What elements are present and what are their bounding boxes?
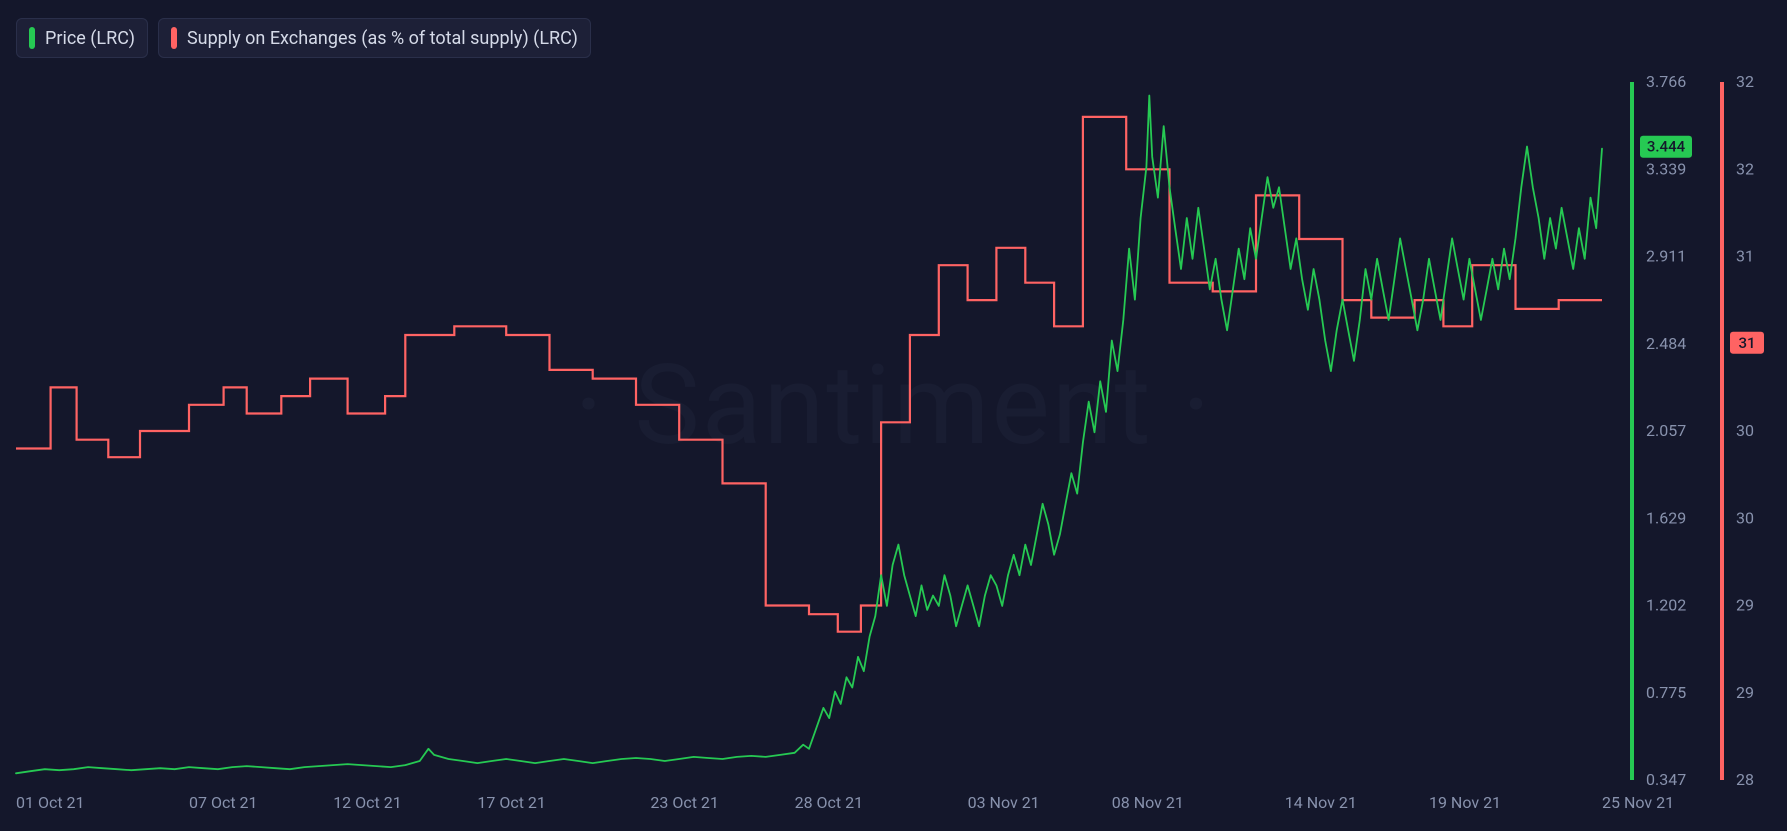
- x-tick-label: 23 Oct 21: [650, 793, 719, 812]
- chart-svg[interactable]: 3.766 3.339 2.911 2.484 2.057 1.629 1.202 0.775…: [0, 0, 1787, 831]
- y-right-tick-label: 30: [1736, 421, 1754, 440]
- y-right-tick-label: 28: [1736, 770, 1754, 789]
- legend-label-supply: Supply on Exchanges (as % of total suppl…: [187, 28, 578, 49]
- x-tick-label: 25 Nov 21: [1602, 793, 1674, 812]
- x-tick-label: 03 Nov 21: [968, 793, 1040, 812]
- chart-container: 3.766 3.339 2.911 2.484 2.057 1.629 1.202 0.775…: [0, 0, 1787, 831]
- x-tick-label: 14 Nov 21: [1285, 793, 1357, 812]
- x-tick-label: 28 Oct 21: [795, 793, 864, 812]
- y-left-tick-label: 1.202: [1646, 596, 1686, 615]
- y-left-tick-label: 2.911: [1646, 247, 1686, 266]
- legend-label-price: Price (LRC): [45, 28, 135, 49]
- y-left-tick-label: 1.629: [1646, 508, 1686, 527]
- y-right-tick-label: 29: [1736, 683, 1754, 702]
- y-right-tick-label: 29: [1736, 596, 1754, 615]
- y-right-tick-label: 31: [1736, 247, 1754, 266]
- supply-line: [16, 117, 1602, 632]
- x-tick-label: 01 Oct 21: [16, 793, 85, 812]
- y-left-tick-label: 0.775: [1646, 683, 1686, 702]
- y-right-tick-label: 32: [1736, 159, 1754, 178]
- x-tick-label: 08 Nov 21: [1112, 793, 1184, 812]
- y-left-tick-label: 2.484: [1646, 334, 1686, 353]
- y-left-tick-label: 0.347: [1646, 770, 1686, 789]
- legend-swatch-supply: [171, 27, 177, 49]
- y-left-tick-label: 3.339: [1646, 159, 1686, 178]
- x-tick-label: 19 Nov 21: [1429, 793, 1501, 812]
- legend-swatch-price: [29, 27, 35, 49]
- chart-legend: Price (LRC) Supply on Exchanges (as % of…: [16, 18, 591, 58]
- y-right-tick-label: 30: [1736, 508, 1754, 527]
- x-tick-label: 12 Oct 21: [333, 793, 402, 812]
- y-left-current-value: 3.444: [1647, 138, 1686, 156]
- y-right-current-value: 31: [1738, 334, 1755, 352]
- price-line: [16, 96, 1602, 774]
- y-left-tick-label: 3.766: [1646, 72, 1686, 91]
- y-right-tick-label: 32: [1736, 72, 1754, 91]
- legend-item-supply[interactable]: Supply on Exchanges (as % of total suppl…: [158, 18, 591, 58]
- x-tick-label: 17 Oct 21: [477, 793, 546, 812]
- legend-item-price[interactable]: Price (LRC): [16, 18, 148, 58]
- x-tick-label: 07 Oct 21: [189, 793, 258, 812]
- y-left-tick-label: 2.057: [1646, 421, 1686, 440]
